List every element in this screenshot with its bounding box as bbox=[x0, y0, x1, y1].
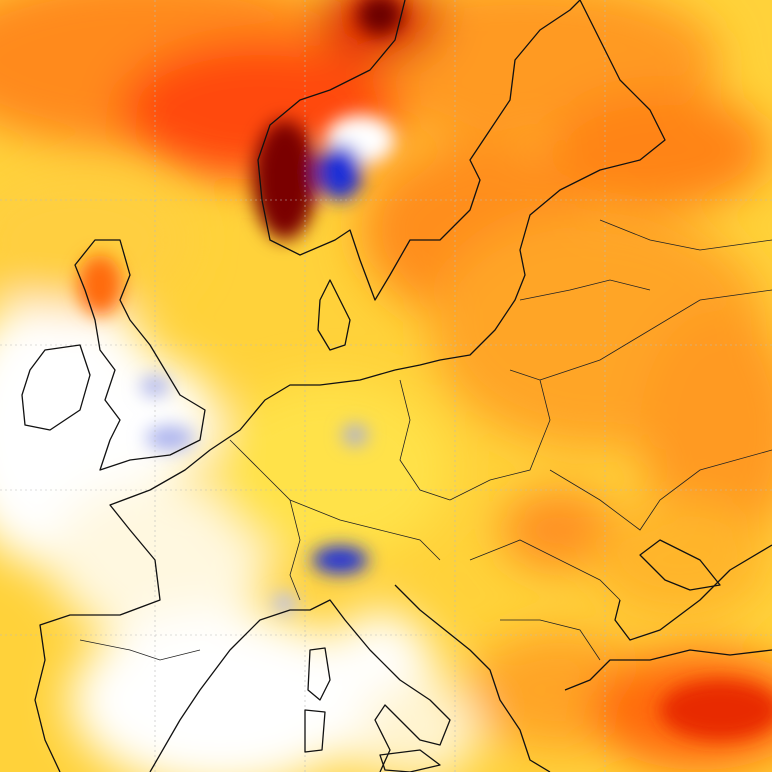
coastlines bbox=[21, 0, 772, 772]
borders bbox=[79, 219, 772, 661]
